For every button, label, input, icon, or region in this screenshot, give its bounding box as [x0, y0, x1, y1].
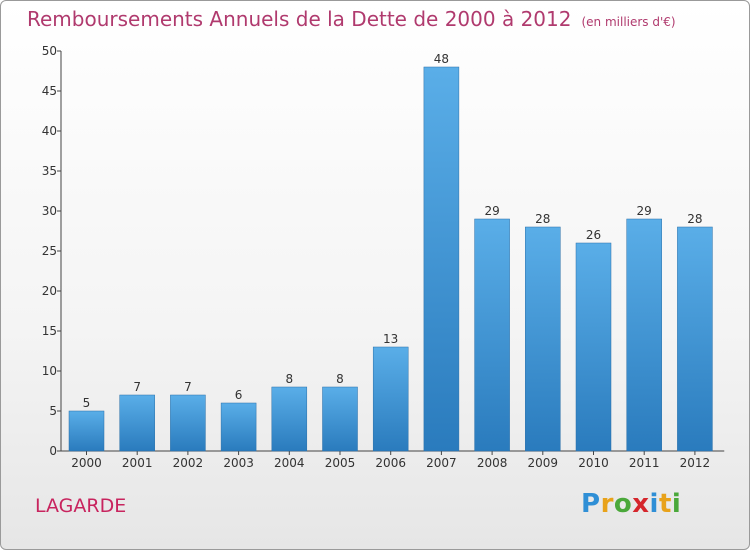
logo-letter: x [632, 489, 650, 519]
bar [119, 394, 155, 452]
chart-title-text: Remboursements Annuels de la Dette de 20… [27, 7, 572, 31]
y-tick-label: 35 [42, 164, 57, 178]
x-tick-label: 2007 [426, 456, 457, 470]
logo-letter: i [649, 489, 659, 519]
bar-value-label: 7 [133, 380, 141, 394]
x-tick-label: 2006 [375, 456, 406, 470]
y-tick-label: 15 [42, 324, 57, 338]
y-tick-label: 50 [42, 44, 57, 58]
x-tick-label: 2008 [477, 456, 508, 470]
logo-letter: r [600, 489, 614, 519]
x-tick-label: 2001 [122, 456, 153, 470]
bar [220, 402, 257, 452]
chart-labels: 2000 5 2001 7 2002 7 2003 6 2004 8 2005 8 2006 13 2007… [71, 52, 710, 470]
x-tick-label: 2000 [71, 456, 102, 470]
logo-letter: P [581, 489, 601, 519]
chart-bars [68, 66, 713, 452]
x-tick-label: 2005 [325, 456, 356, 470]
x-tick-label: 2011 [629, 456, 660, 470]
x-tick-label: 2002 [173, 456, 204, 470]
logo-letter: t [658, 489, 672, 519]
bar-value-label: 29 [637, 204, 652, 218]
y-tick-label: 30 [42, 204, 57, 218]
bar-value-label: 28 [535, 212, 550, 226]
chart-title: Remboursements Annuels de la Dette de 20… [27, 7, 676, 31]
bar-value-label: 7 [184, 380, 192, 394]
logo-letter: i [671, 489, 682, 519]
y-tick-label: 20 [42, 284, 57, 298]
y-tick-label: 40 [42, 124, 57, 138]
bar [525, 226, 561, 452]
x-tick-label: 2003 [223, 456, 254, 470]
y-tick-label: 5 [49, 404, 57, 418]
bar [575, 242, 612, 452]
bar [322, 386, 358, 452]
bar-value-label: 13 [383, 332, 398, 346]
bar-value-label: 26 [586, 228, 601, 242]
y-tick-label: 10 [42, 364, 57, 378]
commune-name: LAGARDE [35, 495, 127, 517]
bar-value-label: 6 [235, 388, 243, 402]
bar-value-label: 5 [83, 396, 91, 410]
y-tick-label: 0 [49, 444, 57, 458]
x-tick-label: 2009 [528, 456, 559, 470]
chart-axes: 0 5 10 15 20 25 30 35 40 45 50 [42, 44, 725, 458]
bar [68, 410, 105, 452]
bar-value-label: 8 [285, 372, 293, 386]
bar [474, 218, 510, 452]
bar [372, 346, 409, 452]
y-tick-label: 45 [42, 84, 57, 98]
bar-value-label: 29 [484, 204, 499, 218]
bar [677, 226, 713, 452]
y-tick-label: 25 [42, 244, 57, 258]
bar [271, 386, 308, 452]
x-tick-label: 2004 [274, 456, 305, 470]
bar-value-label: 8 [336, 372, 344, 386]
x-tick-label: 2012 [680, 456, 711, 470]
bar [423, 66, 460, 452]
proxiti-logo: Proxiti [581, 489, 681, 519]
bar-value-label: 48 [434, 52, 449, 66]
bar [170, 394, 206, 452]
logo-letter: o [613, 489, 633, 519]
bar-value-label: 28 [687, 212, 702, 226]
x-tick-label: 2010 [578, 456, 609, 470]
chart-subtitle: (en milliers d'€) [581, 15, 676, 29]
bar [626, 218, 662, 452]
